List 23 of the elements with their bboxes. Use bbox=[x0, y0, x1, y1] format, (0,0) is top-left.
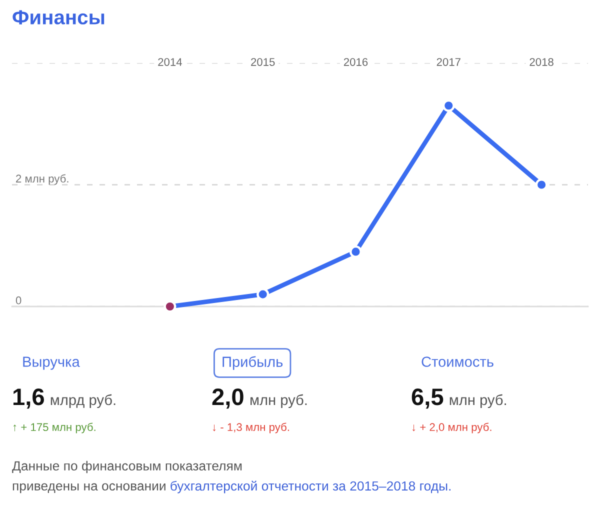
x-tick-label: 2015 bbox=[251, 58, 275, 66]
x-tick-label: 2018 bbox=[530, 58, 554, 66]
x-tick-label: 2014 bbox=[158, 58, 182, 66]
text: 6,5 bbox=[412, 388, 444, 409]
text: 1,6 bbox=[13, 388, 44, 409]
text: ↑ + 175 млн руб. bbox=[13, 422, 96, 434]
text: бухгалтерской отчетности за 2015–2018 годы. bbox=[170, 480, 451, 494]
text: Выручка bbox=[23, 356, 80, 370]
text: Прибыль bbox=[222, 356, 283, 370]
text: ↓ + 2,0 млн руб. bbox=[412, 422, 492, 434]
text: млрд руб. bbox=[50, 394, 116, 408]
y-tick-label: 0 bbox=[16, 296, 22, 304]
text: ↓ - 1,3 млн руб. bbox=[212, 422, 289, 434]
text: Стоимость bbox=[422, 356, 494, 367]
x-tick-label: 2016 bbox=[344, 58, 368, 66]
text: млн руб. bbox=[450, 394, 506, 408]
x-tick-label: 2017 bbox=[436, 58, 460, 66]
text: 2,0 bbox=[212, 388, 244, 409]
chart-title: Финансы bbox=[12, 10, 104, 24]
text: млн руб. bbox=[250, 394, 307, 408]
text: приведены на основании bbox=[12, 483, 166, 494]
text: Данные по финансовым показателям bbox=[12, 460, 242, 474]
y-tick-label: 2 млн руб. bbox=[16, 174, 68, 185]
